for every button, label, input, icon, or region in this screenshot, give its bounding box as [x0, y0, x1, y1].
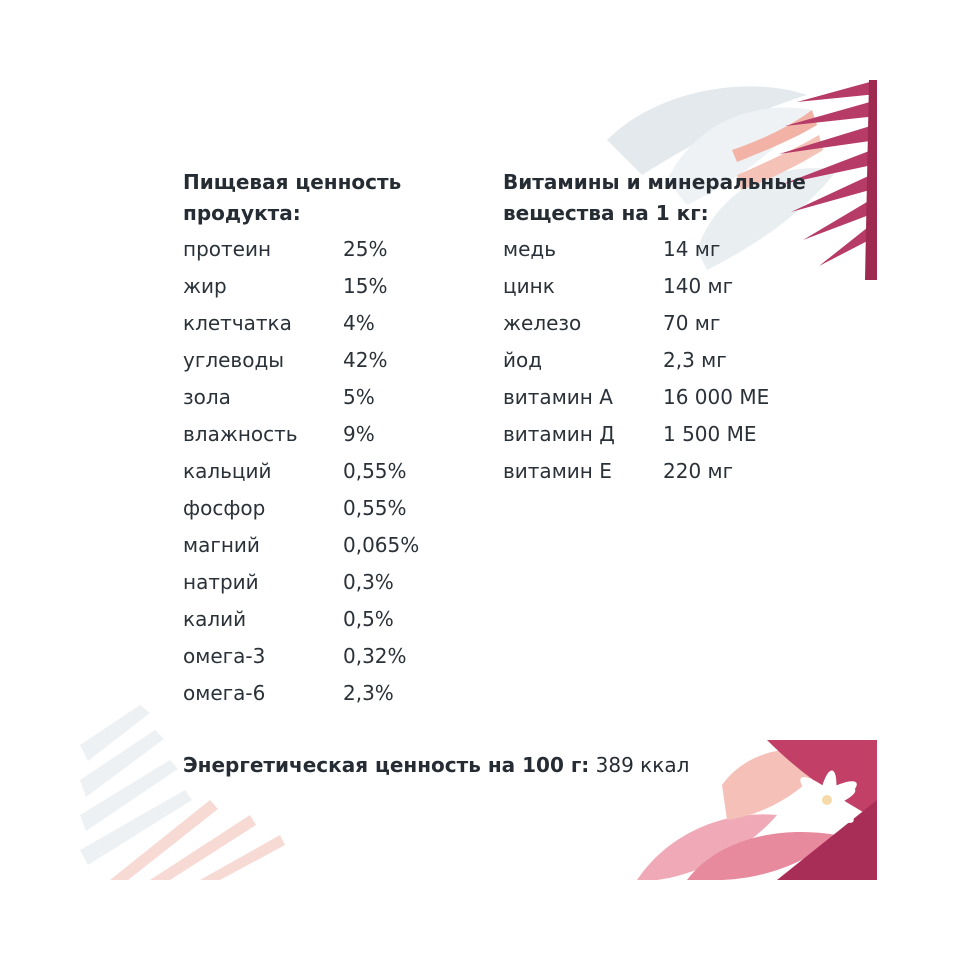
- vitamin-label: витамин Д: [503, 422, 615, 446]
- nutrition-label: натрий: [183, 570, 259, 594]
- nutrition-label: кальций: [183, 459, 272, 483]
- vitamin-label: витамин Е: [503, 459, 612, 483]
- vitamin-value: 1 500 МЕ: [663, 422, 757, 446]
- nutrition-label: магний: [183, 533, 260, 557]
- nutrition-label: углеводы: [183, 348, 285, 372]
- nutrition-label: омега-6: [183, 681, 266, 705]
- faint-leaves-bottom-left-illustration: [80, 705, 285, 880]
- energy-value-line: Энергетическая ценность на 100 г: 389 кк…: [183, 747, 689, 783]
- nutrition-value: 0,32%: [343, 644, 407, 668]
- nutrition-label: омега-3: [183, 644, 266, 668]
- nutrition-value: 9%: [343, 422, 375, 446]
- nutrition-heading: Пищевая ценность продукта:: [183, 170, 402, 225]
- nutrition-value: 5%: [343, 385, 375, 409]
- vitamin-value: 70 мг: [663, 311, 721, 335]
- vitamins-heading: Витамины и минеральные вещества на 1 кг:: [503, 170, 806, 225]
- nutrition-value: 0,065%: [343, 533, 420, 557]
- nutrition-label: влажность: [183, 422, 298, 446]
- nutrition-label: калий: [183, 607, 247, 631]
- vitamin-label: железо: [503, 311, 582, 335]
- vitamin-label: витамин А: [503, 385, 613, 409]
- nutrition-value: 2,3%: [343, 681, 394, 705]
- vitamin-label: медь: [503, 237, 557, 261]
- nutrition-value: 0,3%: [343, 570, 394, 594]
- vitamin-value: 16 000 МЕ: [663, 385, 770, 409]
- vitamin-value: 14 мг: [663, 237, 721, 261]
- nutrition-label: протеин: [183, 237, 272, 261]
- nutrition-value: 0,5%: [343, 607, 394, 631]
- vitamin-value: 2,3 мг: [663, 348, 727, 372]
- nutrition-value: 0,55%: [343, 459, 407, 483]
- vitamin-value: 140 мг: [663, 274, 734, 298]
- nutrition-label: зола: [183, 385, 231, 409]
- energy-value: 389 ккал: [595, 753, 690, 777]
- nutrition-label: жир: [183, 274, 227, 298]
- vitamin-label: цинк: [503, 274, 555, 298]
- nutrition-value: 25%: [343, 237, 388, 261]
- nutrition-label: клетчатка: [183, 311, 292, 335]
- nutrition-value: 0,55%: [343, 496, 407, 520]
- nutrition-card: Пищевая ценность продукта: Витамины и ми…: [80, 80, 877, 880]
- nutrition-value: 4%: [343, 311, 375, 335]
- vitamin-label: йод: [503, 348, 543, 372]
- nutrition-label: фосфор: [183, 496, 266, 520]
- nutrition-value: 42%: [343, 348, 388, 372]
- vitamin-value: 220 мг: [663, 459, 734, 483]
- nutrition-value: 15%: [343, 274, 388, 298]
- energy-label: Энергетическая ценность на 100 г:: [183, 753, 590, 777]
